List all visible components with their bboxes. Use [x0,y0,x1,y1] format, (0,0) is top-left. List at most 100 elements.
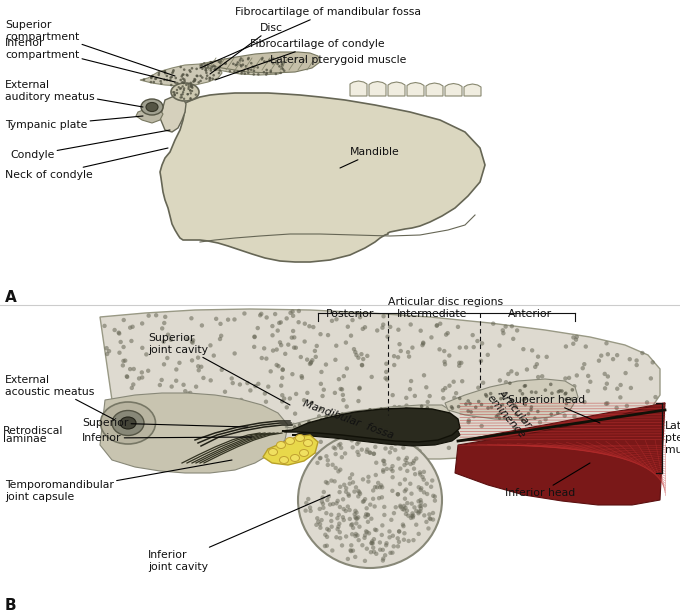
Circle shape [372,537,376,541]
Circle shape [540,374,545,378]
Circle shape [220,60,222,62]
Circle shape [409,502,414,506]
Circle shape [400,426,403,430]
Circle shape [325,527,329,531]
Circle shape [411,461,415,465]
Circle shape [281,65,284,68]
Circle shape [490,406,494,409]
Circle shape [496,408,500,412]
Circle shape [577,425,581,430]
Circle shape [397,405,401,409]
Circle shape [375,328,379,332]
Circle shape [380,427,384,431]
Circle shape [571,342,575,346]
Circle shape [397,342,402,346]
Circle shape [368,450,373,455]
Circle shape [140,321,144,326]
Circle shape [181,96,183,98]
Circle shape [359,352,364,356]
Circle shape [393,433,397,436]
Circle shape [318,522,322,527]
Circle shape [419,500,423,505]
Circle shape [418,472,422,477]
Circle shape [382,505,386,509]
Polygon shape [285,405,450,438]
Circle shape [189,70,192,73]
Circle shape [345,324,350,329]
Circle shape [322,490,326,494]
Circle shape [343,509,348,513]
Circle shape [398,505,403,509]
Circle shape [413,472,418,477]
Circle shape [337,415,340,419]
Circle shape [403,408,407,412]
Circle shape [219,334,224,338]
Circle shape [190,84,192,86]
Circle shape [382,459,386,463]
Circle shape [393,448,397,452]
Circle shape [175,394,179,398]
Circle shape [604,401,609,406]
Circle shape [447,353,452,357]
Circle shape [309,509,313,513]
Circle shape [413,429,417,433]
Circle shape [369,375,374,379]
Circle shape [146,368,150,373]
Circle shape [265,73,267,76]
Ellipse shape [171,83,199,101]
Circle shape [338,536,342,540]
Circle shape [191,84,193,87]
Circle shape [426,526,430,531]
Circle shape [503,324,508,329]
Circle shape [269,60,271,62]
Circle shape [186,93,189,95]
Circle shape [458,345,462,349]
Circle shape [407,539,411,543]
Circle shape [333,446,337,451]
Circle shape [322,422,325,425]
Text: Mandibular  fossa: Mandibular fossa [301,399,395,441]
Circle shape [344,489,348,494]
Circle shape [452,379,456,384]
Circle shape [405,442,410,446]
Circle shape [262,71,265,73]
Circle shape [386,438,390,442]
Circle shape [182,91,184,93]
Circle shape [276,61,279,64]
Circle shape [423,503,427,508]
Circle shape [326,528,331,532]
Circle shape [392,544,396,549]
Circle shape [569,403,573,407]
Circle shape [523,448,528,453]
Circle shape [502,393,505,397]
Circle shape [420,408,423,411]
Circle shape [190,86,192,88]
Circle shape [510,324,514,328]
Circle shape [369,550,373,554]
Circle shape [373,504,377,508]
Text: Condyle: Condyle [10,130,170,160]
Circle shape [201,67,204,70]
Circle shape [299,374,304,378]
Circle shape [549,382,553,386]
Circle shape [245,65,248,68]
Circle shape [352,512,357,516]
Circle shape [428,406,432,410]
Circle shape [636,410,641,414]
Circle shape [330,548,335,553]
Circle shape [336,469,341,474]
Circle shape [471,345,476,349]
Circle shape [436,426,441,431]
Circle shape [378,443,383,447]
Circle shape [123,359,127,363]
Circle shape [265,72,268,75]
Circle shape [218,337,222,341]
Circle shape [396,492,401,497]
Circle shape [333,357,337,362]
Circle shape [205,71,207,74]
Circle shape [404,512,408,516]
Circle shape [272,57,275,60]
Circle shape [241,70,243,73]
Circle shape [379,408,383,411]
Circle shape [405,407,408,411]
